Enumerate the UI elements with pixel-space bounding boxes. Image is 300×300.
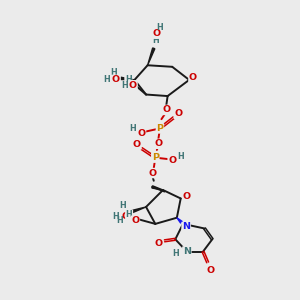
Text: O: O	[168, 156, 176, 165]
Text: H: H	[126, 210, 133, 219]
Text: O: O	[154, 239, 162, 248]
Polygon shape	[132, 207, 146, 213]
Text: O: O	[148, 169, 156, 178]
Text: H: H	[173, 249, 179, 258]
Text: H: H	[120, 201, 126, 210]
Text: N: N	[182, 223, 190, 232]
Text: O: O	[112, 75, 120, 84]
Text: O: O	[137, 128, 146, 137]
Polygon shape	[121, 77, 134, 80]
Text: H: H	[121, 81, 128, 90]
Text: O: O	[129, 81, 137, 90]
Text: H: H	[177, 152, 184, 160]
Text: O: O	[207, 266, 215, 274]
Text: O: O	[133, 140, 141, 149]
Text: P: P	[156, 124, 164, 133]
Text: H: H	[103, 75, 110, 84]
Polygon shape	[177, 218, 182, 223]
Text: H: H	[125, 75, 132, 84]
Text: H: H	[157, 23, 163, 32]
Polygon shape	[152, 186, 163, 190]
Text: H: H	[116, 216, 123, 225]
Text: O: O	[162, 105, 170, 114]
Text: O: O	[183, 192, 191, 201]
Text: O: O	[131, 216, 139, 225]
Text: O: O	[174, 109, 182, 118]
Text: P: P	[152, 153, 159, 162]
Polygon shape	[148, 48, 155, 65]
Text: O: O	[153, 29, 161, 38]
Text: O: O	[189, 73, 197, 82]
Text: N: N	[183, 247, 191, 256]
Text: H: H	[152, 36, 159, 45]
Text: H: H	[130, 124, 136, 133]
Text: O: O	[122, 212, 130, 221]
Text: O: O	[154, 139, 162, 148]
Text: H: H	[112, 212, 119, 221]
Text: H: H	[110, 68, 117, 77]
